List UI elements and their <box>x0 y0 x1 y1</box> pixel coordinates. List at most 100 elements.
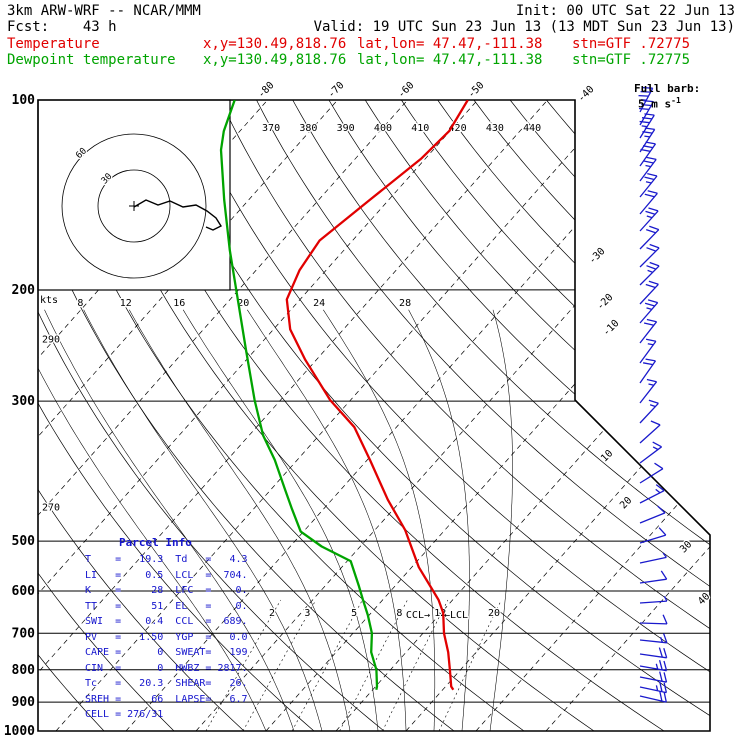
wind-barb <box>639 570 668 584</box>
kts-label: kts <box>40 295 58 306</box>
wind-barb <box>639 691 667 703</box>
temperature-station: stn=GTF .72775 <box>572 36 691 52</box>
wind-barb <box>639 462 664 484</box>
wind-barb <box>639 280 659 305</box>
pressure-label: 600 <box>12 584 36 599</box>
moist-adiabat-label: 8 <box>77 298 83 309</box>
level-annotation: CCL→ <box>406 610 430 621</box>
barb-legend-line2: 5 m s-1 <box>638 96 681 111</box>
theta-label: 370 <box>262 123 280 134</box>
wind-barb <box>639 318 658 344</box>
pressure-label: 300 <box>12 394 36 409</box>
wind-barb <box>639 399 659 424</box>
pressure-label: 1000 <box>4 724 35 739</box>
mixing-ratio-label: 20 <box>488 608 500 619</box>
wind-barb <box>639 552 667 564</box>
barb-legend: Full barb: 5 m s-1 <box>634 83 700 111</box>
wind-barb <box>639 207 659 232</box>
dewpoint-trace <box>219 100 379 690</box>
dewpoint-station: stn=GTF .72775 <box>572 52 691 68</box>
wind-barb <box>639 172 658 198</box>
isotherm-label: -20 <box>595 292 616 313</box>
wind-barb <box>639 358 657 384</box>
isotherm-label: -80 <box>256 80 277 101</box>
wind-barb <box>639 225 660 250</box>
mixing-ratio-label: 5 <box>351 608 357 619</box>
theta-label: 440 <box>523 123 541 134</box>
theta-label: 430 <box>486 123 504 134</box>
theta-label: 400 <box>374 123 392 134</box>
sounding-traces <box>219 100 469 691</box>
dewpoint-xy: x,y=130.49,818.76 <box>203 52 347 68</box>
isotherm-label: 10 <box>599 448 615 464</box>
wind-barb <box>639 190 658 215</box>
valid-time: Valid: 19 UTC Sun 23 Jun 13 (13 MDT Sun … <box>313 19 735 35</box>
wind-barb <box>639 378 658 404</box>
moist-adiabat-label: 24 <box>313 298 325 309</box>
moist-adiabat-label: 28 <box>399 298 411 309</box>
isotherm-label: -10 <box>601 318 622 339</box>
wind-barb <box>639 243 660 268</box>
theta-label: 390 <box>337 123 355 134</box>
wind-barb <box>639 505 666 524</box>
wind-barb <box>638 86 654 113</box>
pressure-label: 700 <box>12 626 36 641</box>
wind-barb <box>639 127 656 153</box>
isotherm-label: -50 <box>466 80 487 101</box>
wind-barb <box>639 484 665 504</box>
wind-barb <box>639 113 655 139</box>
plot-border <box>37 99 711 732</box>
pressure-label: 900 <box>12 695 36 710</box>
dewpoint-legend-label: Dewpoint temperature <box>7 52 176 68</box>
pressure-label: 500 <box>12 534 36 549</box>
init-time: Init: 00 UTC Sat 22 Jun 13 <box>515 3 735 19</box>
moist-adiabat-label: 12 <box>120 298 132 309</box>
isotherm-label: -70 <box>326 80 347 101</box>
wind-barb <box>639 156 657 182</box>
wind-barb <box>639 633 668 644</box>
wind-barb <box>639 671 668 683</box>
pressure-label: 800 <box>12 663 36 678</box>
parcel-info-rows: T = 19.3 Td = 4.3 LI = 0.5 LCL = 704. K … <box>85 554 248 720</box>
parcel-info-panel: Parcel Info T = 19.3 Td = 4.3 LI = 0.5 L… <box>85 536 248 723</box>
theta-label: 410 <box>411 123 429 134</box>
fcst-hour: Fcst: 43 h <box>7 19 117 35</box>
theta-label: 270 <box>42 502 60 513</box>
temperature-legend-label: Temperature <box>7 36 100 52</box>
parcel-info-title: Parcel Info <box>119 536 192 549</box>
isotherm-label: -30 <box>587 246 608 267</box>
wind-barb <box>639 420 661 444</box>
isotherm-label: 20 <box>618 495 634 511</box>
wind-barb <box>639 595 668 604</box>
mixing-ratio-label: 2 <box>269 608 275 619</box>
pressure-label: 100 <box>12 93 36 108</box>
wind-barb <box>639 299 659 324</box>
wind-barb <box>639 141 657 167</box>
theta-label: 380 <box>299 123 317 134</box>
wind-barbs <box>638 86 668 703</box>
level-annotation: ←LCL <box>444 610 468 621</box>
wind-barb <box>639 614 668 625</box>
isotherm-label: -40 <box>576 84 597 105</box>
theta-label: 290 <box>42 334 60 345</box>
barb-legend-line1: Full barb: <box>634 82 701 95</box>
wind-barb <box>639 647 668 659</box>
temperature-latlon: lat,lon= 47.47,-111.38 <box>357 36 543 52</box>
mixing-ratio-label: 8 <box>396 608 402 619</box>
pressure-label: 200 <box>12 283 36 298</box>
wind-barb <box>638 100 655 126</box>
wind-barb <box>639 441 662 464</box>
model-title: 3km ARW-WRF -- NCAR/MMM <box>7 3 201 19</box>
wind-barb <box>639 338 657 364</box>
wind-barb <box>639 527 667 544</box>
temperature-trace <box>285 100 469 691</box>
isotherm-label: -60 <box>396 80 417 101</box>
moist-adiabat-label: 16 <box>173 298 185 309</box>
mixing-ratio-label: 3 <box>304 608 310 619</box>
temperature-xy: x,y=130.49,818.76 <box>203 36 347 52</box>
wind-barb <box>639 261 660 286</box>
wind-barb <box>639 660 668 672</box>
